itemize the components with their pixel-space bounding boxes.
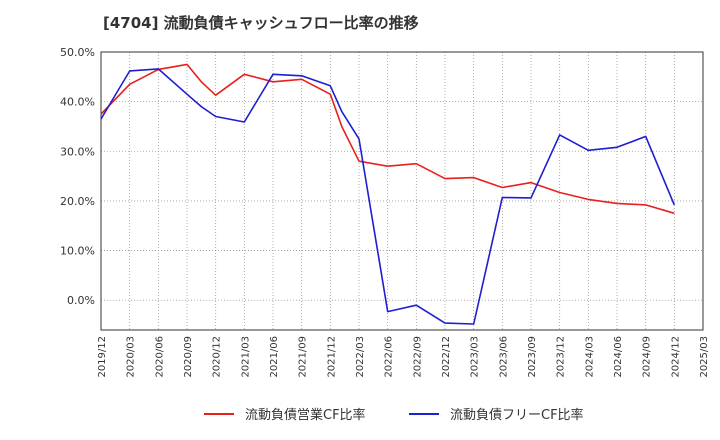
grid-layer: [101, 51, 703, 330]
x-tick-label: 2023/12: [556, 336, 567, 378]
legend-label-2: 流動負債フリーCF比率: [450, 407, 584, 423]
x-tick-label: 2022/06: [384, 336, 395, 378]
x-tick-label: 2025/03: [699, 336, 710, 378]
x-tick-label: 2021/03: [240, 336, 251, 378]
x-tick-label: 2024/12: [670, 336, 681, 378]
y-tick-label: 40.0%: [60, 96, 95, 109]
plot-frame: [100, 51, 704, 331]
x-tick-label: 2020/03: [126, 336, 137, 378]
legend-label-1: 流動負債営業CF比率: [245, 407, 366, 423]
x-tick-label: 2023/06: [498, 336, 509, 378]
y-tick-label: 0.0%: [67, 294, 95, 307]
x-tick-label: 2021/06: [269, 336, 280, 378]
x-tick-label: 2022/03: [355, 336, 366, 378]
y-tick-label: 50.0%: [60, 46, 95, 59]
x-tick-label: 2022/09: [412, 336, 423, 378]
x-tick-label: 2022/12: [441, 336, 452, 378]
chart-title: [4704] 流動負債キャッシュフロー比率の推移: [103, 14, 419, 32]
x-tick-label: 2020/09: [183, 336, 194, 378]
x-tick-label: 2020/12: [212, 336, 223, 378]
legend: 流動負債営業CF比率 流動負債フリーCF比率: [204, 407, 584, 423]
x-tick-label: 2023/03: [470, 336, 481, 378]
x-tick-label: 2024/09: [642, 336, 653, 378]
x-tick-label: 2023/09: [527, 336, 538, 378]
series-layer: [100, 63, 676, 325]
x-tick-label: 2024/03: [584, 336, 595, 378]
y-tick-label: 10.0%: [60, 245, 95, 258]
series-line-1: [100, 63, 675, 215]
x-tick-label: 2021/09: [298, 336, 309, 378]
x-axis-ticks: 2019/12 2020/03 2020/06 2020/09 2020/12 2021/…: [97, 336, 710, 378]
x-tick-label: 2024/06: [613, 336, 624, 378]
x-tick-label: 2020/06: [154, 336, 165, 378]
x-tick-label: 2021/12: [326, 336, 337, 378]
y-tick-label: 30.0%: [60, 145, 95, 158]
y-tick-label: 20.0%: [60, 195, 95, 208]
y-axis-ticks: 0.0% 10.0% 20.0% 30.0% 40.0% 50.0%: [60, 46, 95, 307]
x-tick-label: 2019/12: [97, 336, 108, 378]
series-line-2: [100, 68, 676, 325]
